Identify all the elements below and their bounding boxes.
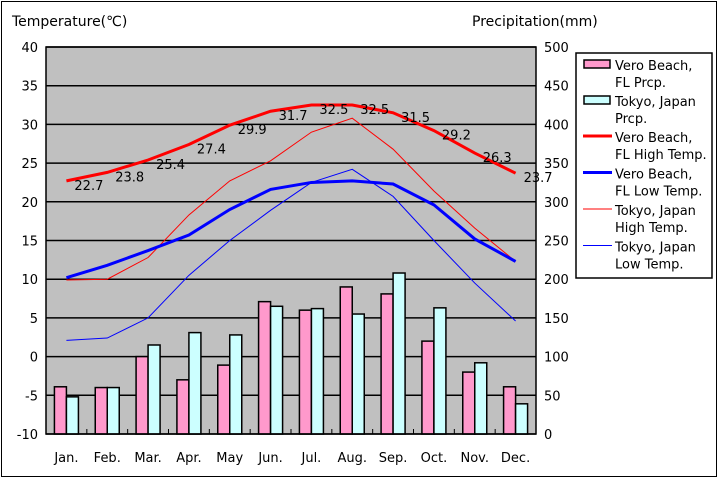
right-tick-label: 100 (544, 351, 569, 366)
bar-tokyo-prcp (392, 272, 406, 435)
legend-label: Prcp. (615, 112, 647, 127)
data-label: 32.5 (319, 103, 348, 118)
data-label: 23.7 (524, 171, 553, 186)
left-tick-label: 0 (30, 351, 38, 366)
right-tick-label: 0 (544, 428, 552, 443)
legend-label: Tokyo, Japan (614, 95, 696, 110)
data-label: 32.5 (360, 103, 389, 118)
left-tick-label: 10 (21, 273, 38, 288)
x-tick-label: May (216, 451, 243, 466)
bar-tokyo-prcp (310, 307, 325, 435)
data-label: 31.7 (279, 109, 308, 124)
left-tick-label: 20 (21, 196, 38, 211)
legend (575, 52, 713, 279)
legend-label: Tokyo, Japan (614, 204, 696, 219)
legend-swatch (583, 95, 611, 105)
bar-vero-prcp (502, 386, 517, 435)
left-tick-label: 15 (21, 235, 38, 250)
right-tick-label: 400 (544, 118, 569, 133)
bar-tokyo-prcp (433, 307, 447, 435)
legend-label: Vero Beach, (615, 59, 692, 74)
line-vero-beach-fl-low-temp- (65, 179, 517, 280)
bar-vero-prcp (462, 371, 476, 435)
left-tick-label: 30 (21, 118, 38, 133)
bar-vero-prcp (176, 379, 190, 435)
left-tick-label: 35 (21, 80, 38, 95)
bar-tokyo-prcp (106, 386, 120, 435)
bar-vero-prcp (135, 355, 149, 435)
right-tick-label: 250 (544, 235, 569, 250)
legend-label: Vero Beach, (615, 168, 692, 183)
legend-label: Tokyo, Japan (614, 241, 696, 256)
line-vero-beach-fl-high-temp- (66, 103, 517, 183)
right-tick-label: 150 (544, 312, 569, 327)
left-tick-label: 25 (21, 157, 38, 172)
right-tick-label: 50 (544, 389, 561, 404)
left-tick-label: -5 (25, 389, 38, 404)
bar-vero-prcp (217, 364, 231, 435)
bar-tokyo-prcp (269, 305, 284, 435)
bar-tokyo-prcp (188, 331, 202, 435)
bar-vero-prcp (298, 309, 313, 435)
bar-tokyo-prcp (65, 396, 80, 435)
bar-tokyo-prcp (514, 403, 529, 435)
data-label: 23.8 (115, 170, 144, 185)
data-label: 29.9 (238, 123, 267, 138)
left-tick-label: 5 (30, 312, 38, 327)
x-tick-label: Dec. (501, 451, 530, 466)
x-tick-label: Aug. (337, 451, 367, 466)
legend-label: Low Temp. (615, 258, 684, 273)
bar-vero-prcp (257, 300, 272, 435)
bar-tokyo-prcp (351, 313, 365, 435)
legend-swatch (583, 59, 611, 69)
x-tick-label: Nov. (461, 451, 490, 466)
right-tick-label: 500 (544, 41, 569, 56)
right-tick-label: 300 (544, 196, 569, 211)
right-axis-title: Precipitation(mm) (472, 14, 598, 30)
bar-vero-prcp (94, 386, 108, 435)
legend-label: Vero Beach, (615, 131, 692, 146)
x-tick-label: Sep. (379, 451, 408, 466)
x-tick-label: Oct. (421, 451, 448, 466)
x-tick-label: Mar. (134, 451, 161, 466)
plot-border (45, 46, 537, 435)
legend-label: High Temp. (615, 221, 688, 236)
line-tokyo-japan-high-temp- (66, 117, 516, 281)
data-label: 25.4 (156, 158, 185, 173)
data-label: 22.7 (74, 179, 103, 194)
right-tick-label: 450 (544, 80, 569, 95)
data-label: 27.4 (197, 143, 226, 158)
data-label: 29.2 (442, 129, 471, 144)
x-tick-label: Jun. (257, 451, 282, 466)
right-tick-label: 200 (544, 273, 569, 288)
left-tick-label: 40 (21, 41, 38, 56)
x-tick-label: Jan. (53, 451, 78, 466)
bar-vero-prcp (53, 386, 68, 435)
bar-vero-prcp (339, 286, 353, 435)
right-tick-label: 350 (544, 157, 569, 172)
left-axis-title: Temperature(℃) (11, 14, 127, 30)
bar-vero-prcp (421, 340, 435, 435)
x-tick-label: Apr. (176, 451, 201, 466)
x-tick-label: Feb. (94, 451, 121, 466)
bar-tokyo-prcp (474, 362, 488, 435)
left-tick-label: -10 (17, 428, 38, 443)
bar-tokyo-prcp (229, 334, 243, 435)
legend-label: FL Low Temp. (615, 185, 702, 200)
data-label: 31.5 (401, 111, 430, 126)
x-tick-label: Jul. (301, 451, 322, 466)
bar-tokyo-prcp (147, 344, 161, 435)
legend-label: FL High Temp. (615, 148, 707, 163)
line-tokyo-japan-low-temp- (66, 168, 516, 341)
bar-vero-prcp (380, 293, 394, 435)
data-label: 26.3 (483, 151, 512, 166)
legend-label: FL Prcp. (615, 76, 666, 91)
